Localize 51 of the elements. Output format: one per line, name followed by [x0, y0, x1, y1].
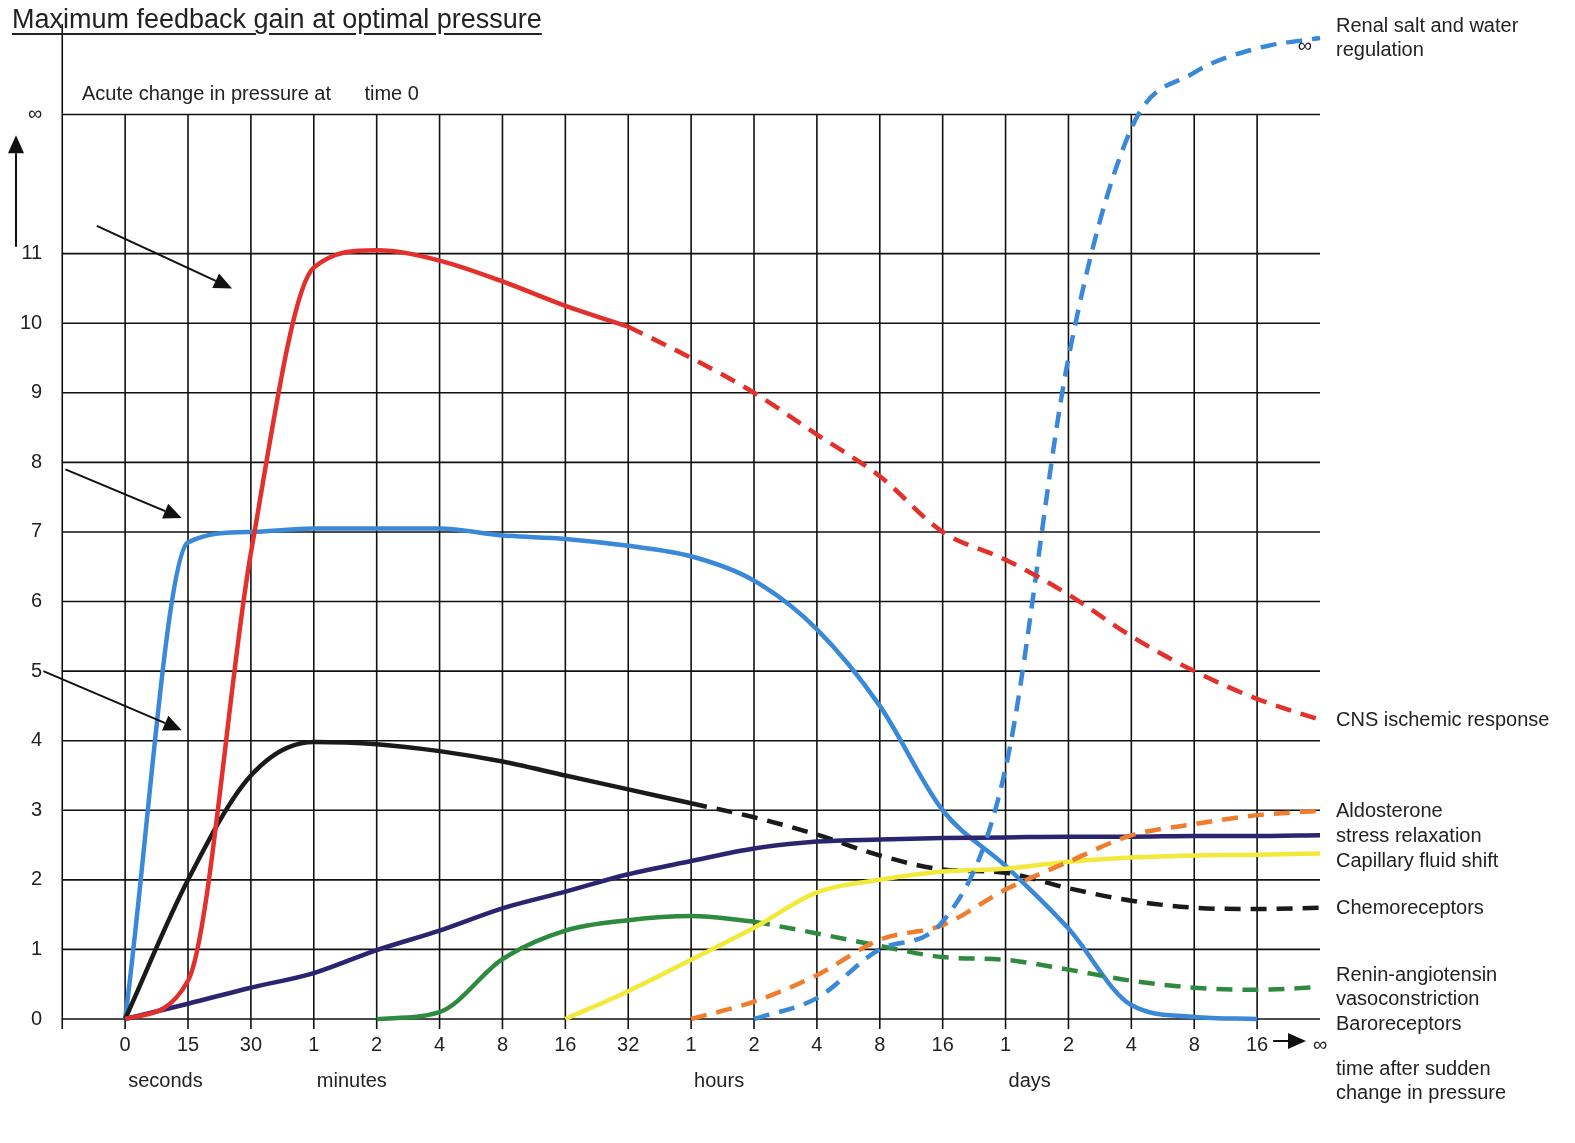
x-tick-label: 1 [685, 1032, 697, 1055]
series-label: Chemoreceptors [1336, 895, 1484, 918]
x-tick-label: 1 [308, 1032, 320, 1055]
y-tick-label: 8 [31, 449, 43, 472]
x-tick-label: 30 [239, 1032, 263, 1055]
x-tick-label: 16 [1245, 1032, 1269, 1055]
x-tick-label: 2 [1062, 1032, 1075, 1055]
x-tick-label: 2 [748, 1032, 760, 1055]
y-tick-label: 2 [31, 867, 43, 890]
line-series [563, 851, 1323, 1022]
x-tick-label: 16 [554, 1032, 577, 1055]
series-label: stress relaxation [1336, 823, 1482, 846]
y-tick-label: 4 [31, 728, 43, 751]
x-tick-label: 16 [931, 1032, 954, 1055]
series-label: Renal salt and water regulation [1336, 13, 1519, 60]
x-tick-label: 15 [176, 1032, 200, 1055]
y-tick-label: 0 [31, 1006, 43, 1029]
y-tick-label: 6 [31, 589, 43, 612]
text: minutes [316, 1069, 387, 1091]
y-tick-label: 9 [31, 380, 43, 403]
text: seconds [128, 1069, 203, 1091]
x-tick-label: 32 [617, 1032, 640, 1055]
series-label: CNS ischemic response [1336, 707, 1550, 730]
chart-title: Maximum feedback gain at optimal pressure [12, 4, 542, 35]
x-tick-label: 2 [371, 1032, 383, 1055]
series-label: Aldosterone [1336, 798, 1443, 821]
x-tick-label: 8 [496, 1032, 509, 1055]
x-tick-label: ∞ [1312, 1032, 1328, 1055]
text: Baroreceptors [1336, 1011, 1462, 1034]
y-tick-label: 3 [31, 797, 43, 820]
text: hours [694, 1069, 745, 1091]
x-tick-label: 4 [434, 1032, 446, 1055]
x-tick-label: 1 [1000, 1032, 1012, 1055]
x-tick-label: 8 [1188, 1032, 1200, 1055]
line-series [122, 833, 1323, 1022]
annotation: ∞ [1297, 34, 1312, 56]
y-tick-label: 10 [20, 310, 43, 333]
series-label: Renin-angiotensin vasoconstriction [1336, 962, 1498, 1009]
text: days [1008, 1069, 1051, 1091]
x-axis-title: time after sudden change in pressure [1336, 1057, 1507, 1103]
y-tick-label: ∞ [27, 101, 43, 124]
series-label: Capillary fluid shift [1336, 848, 1499, 871]
x-tick-label: 4 [811, 1032, 823, 1055]
y-tick-label: 11 [21, 241, 43, 264]
x-tick-label: 8 [874, 1032, 886, 1055]
x-tick-label: 4 [1125, 1032, 1137, 1055]
x-tick-label: 0 [119, 1032, 131, 1055]
y-tick-label: 7 [31, 519, 43, 542]
y-tick-label: 5 [31, 658, 43, 681]
text: Acute change in pressure at time 0 [82, 82, 419, 105]
y-tick-label: 1 [31, 936, 43, 959]
